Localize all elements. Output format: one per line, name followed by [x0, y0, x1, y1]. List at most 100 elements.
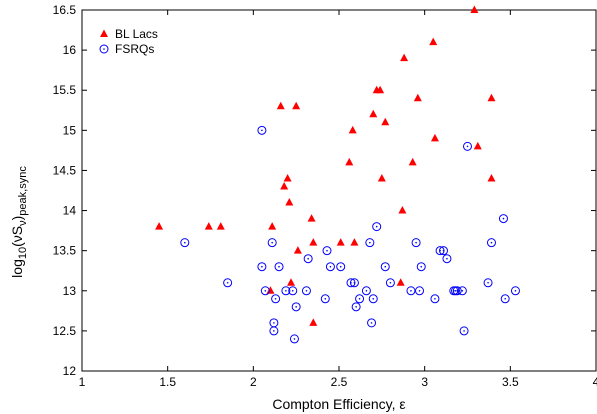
bl-lacs-point [285, 198, 294, 206]
fsrqs-point [416, 262, 426, 272]
legend-label-fsrqs: FSRQs [115, 42, 154, 56]
bl-lacs-point [430, 133, 439, 142]
y-tick-label: 12.5 [53, 324, 77, 338]
x-axis-title: Compton Efficiency, ε [272, 396, 405, 412]
fsrqs-point [372, 222, 382, 232]
bl-lacs-point [309, 318, 318, 326]
bl-lacs-point [283, 173, 292, 182]
bl-lacs-point [413, 93, 422, 102]
bl-lacs-point [473, 141, 482, 150]
bl-lacs-point [398, 206, 407, 214]
bl-lacs-point [470, 5, 479, 13]
bl-lacs-point [369, 109, 378, 118]
fsrqs-point [452, 286, 462, 296]
bl-lacs-point [429, 37, 438, 46]
fsrqs-point [274, 262, 284, 272]
fsrqs-point [463, 141, 472, 151]
legend-label-bl-lacs: BL Lacs [115, 27, 158, 41]
fsrqs-point [442, 254, 452, 264]
fsrqs-point [289, 334, 299, 344]
fsrqs-point [367, 318, 377, 328]
bl-lacs-point [376, 85, 385, 94]
y-tick-label: 14 [63, 204, 77, 218]
fsrqs-point [406, 286, 416, 296]
bl-lacs-point [487, 93, 496, 102]
y-tick-label: 13 [63, 284, 77, 298]
bl-lacs-point [345, 157, 354, 166]
y-tick-label: 13.5 [53, 244, 77, 258]
fsrqs-point [291, 302, 301, 312]
bl-lacs-point [350, 238, 359, 246]
fsrqs-point [500, 294, 510, 304]
fsrqs-point [498, 214, 508, 224]
fsrqs-point [510, 286, 520, 296]
bl-lacs-point [216, 222, 225, 230]
fsrqs-point [355, 294, 365, 304]
fsrqs-point [322, 246, 332, 256]
fsrqs-point [257, 125, 267, 135]
fsrqs-point [439, 246, 449, 256]
bl-lacs-point [292, 101, 301, 110]
legend-marker-bl-lacs [100, 29, 108, 37]
fsrqs-point [257, 262, 267, 272]
fsrqs-point [380, 262, 390, 272]
fsrqs-point [325, 262, 335, 272]
fsrqs-point [336, 262, 346, 272]
y-tick-label: 16 [63, 43, 77, 57]
fsrqs-point [349, 278, 359, 288]
fsrqs-point [415, 286, 425, 296]
bl-lacs-point [487, 173, 496, 182]
bl-lacs-point [381, 117, 390, 126]
legend-marker-fsrqs [99, 44, 109, 54]
fsrqs-point [351, 302, 361, 312]
fsrqs-point [301, 286, 311, 296]
fsrqs-point [385, 278, 395, 288]
x-tick-label: 4 [593, 375, 597, 389]
fsrqs-point [260, 286, 270, 296]
bl-lacs-point [377, 173, 386, 182]
y-axis-title: log10(νSν)peak,sync [9, 166, 29, 278]
fsrqs-point [486, 238, 496, 248]
fsrqs-point [320, 294, 330, 304]
fsrqs-point [411, 238, 421, 248]
x-tick-label: 3.5 [502, 375, 519, 389]
bl-lacs-point [155, 222, 164, 230]
fsrqs-point [361, 286, 371, 296]
bl-lacs-point [400, 53, 409, 62]
bl-lacs-point [268, 222, 277, 230]
bl-lacs-point [396, 278, 405, 286]
x-tick-label: 3 [421, 375, 428, 389]
fsrqs-point [288, 286, 298, 296]
fsrqs-point [303, 254, 313, 264]
bl-lacs-point [280, 181, 289, 190]
fsrqs-point [267, 238, 277, 248]
fsrqs-point [223, 278, 233, 288]
fsrqs-point [180, 238, 190, 248]
y-tick-label: 16.5 [53, 3, 77, 17]
bl-lacs-point [293, 246, 302, 254]
y-tick-label: 14.5 [53, 163, 77, 177]
y-tick-label: 15.5 [53, 83, 77, 97]
bl-lacs-point [276, 101, 285, 110]
x-tick-label: 1.5 [159, 375, 176, 389]
fsrqs-point [430, 294, 440, 304]
fsrqs-point [368, 294, 378, 304]
x-tick-label: 1 [79, 375, 86, 389]
fsrqs-point [269, 318, 279, 328]
fsrqs-point [457, 286, 467, 296]
fsrqs-point [269, 326, 279, 336]
bl-lacs-point [204, 222, 213, 230]
bl-lacs-point [309, 238, 318, 246]
plot-frame [81, 9, 597, 372]
fsrqs-point [271, 294, 281, 304]
bl-lacs-point [336, 238, 345, 246]
fsrqs-point [459, 326, 469, 336]
bl-lacs-point [307, 214, 316, 222]
x-tick-label: 2.5 [331, 375, 348, 389]
bl-lacs-point [348, 125, 357, 134]
bl-lacs-point [266, 286, 275, 294]
fsrqs-point [365, 238, 375, 248]
x-tick-label: 2 [250, 375, 257, 389]
